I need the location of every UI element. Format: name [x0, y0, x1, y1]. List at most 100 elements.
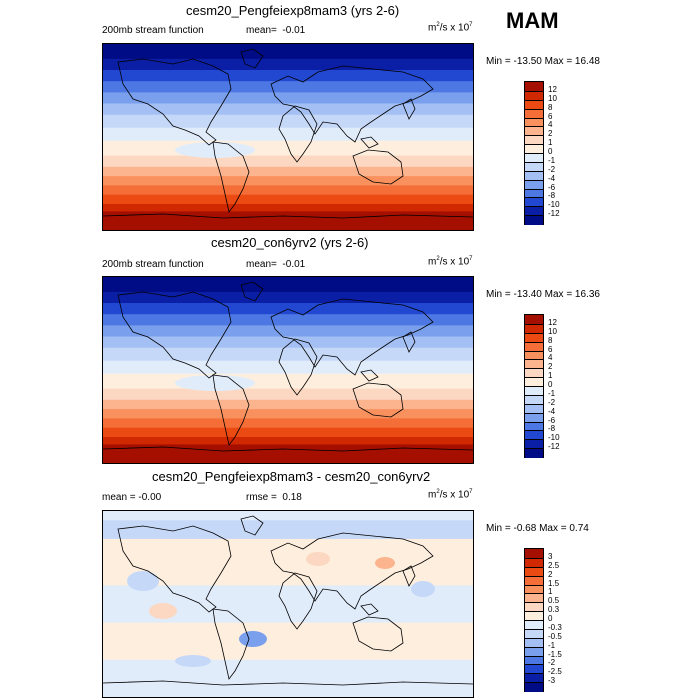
colorbar-tick-label: -3 [548, 676, 556, 686]
colorbar-tick-label: -1 [548, 640, 556, 650]
anomaly-blob [149, 603, 177, 619]
colorbar-tick-label: 4 [548, 353, 553, 363]
panel3-mean: mean = -0.00 [102, 492, 162, 503]
coastline [212, 141, 250, 213]
contour-band [103, 166, 473, 177]
anomaly-blob [175, 142, 255, 158]
panel2-minmax: Min = -13.40 Max = 16.36 [486, 289, 600, 300]
colorbar-swatch [525, 386, 543, 396]
colorbar-tick-label: -1.5 [548, 649, 562, 659]
panel1-colorbar [524, 81, 544, 225]
colorbar-tick-label: -8 [548, 424, 556, 434]
coastline [278, 105, 318, 163]
colorbar-swatch [525, 350, 543, 360]
panel2-colorbar [524, 314, 544, 458]
contour-band [103, 659, 473, 697]
colorbar-tick-label: 6 [548, 344, 553, 354]
coastline [117, 58, 232, 146]
colorbar-swatch [525, 179, 543, 189]
colorbar-tick-label: -12 [548, 209, 560, 219]
colorbar-swatch [525, 359, 543, 369]
coastline [352, 149, 404, 185]
colorbar-tick-label: -2 [548, 397, 556, 407]
colorbar-tick-label: 10 [548, 93, 557, 103]
coastline [402, 331, 416, 353]
colorbar-swatch [525, 126, 543, 136]
season-label: MAM [506, 8, 559, 33]
anomaly-blob [127, 571, 159, 591]
contour-band [103, 373, 473, 390]
colorbar-tick-label: -8 [548, 191, 556, 201]
contour-band [103, 427, 473, 438]
colorbar-swatch [525, 575, 543, 585]
contour-band [103, 399, 473, 410]
colorbar-swatch [525, 90, 543, 101]
panel1-mean: mean= -0.01 [246, 25, 306, 36]
panel2-map [102, 276, 474, 464]
colorbar-swatch [525, 206, 543, 216]
colorbar-tick-label: -10 [548, 433, 560, 443]
colorbar-tick-label: 0.5 [548, 596, 560, 606]
colorbar-tick-label: 8 [548, 335, 553, 345]
colorbar-swatch [525, 664, 543, 674]
contour-band [103, 204, 473, 212]
contour-band [103, 336, 473, 349]
contour-band [103, 155, 473, 168]
coastline [402, 98, 416, 120]
colorbar-swatch [525, 403, 543, 414]
coastline [240, 48, 264, 69]
coastline [212, 608, 250, 680]
anomaly-blob [239, 631, 267, 647]
coastline [103, 680, 473, 686]
colorbar-tick-label: -2.5 [548, 667, 562, 677]
colorbar-tick-label: 0 [548, 380, 553, 389]
colorbar-swatch [525, 135, 543, 145]
colorbar-tick-label: -2 [548, 164, 556, 174]
colorbar-swatch [525, 197, 543, 207]
colorbar-swatch [525, 323, 543, 334]
contour-band [103, 81, 473, 93]
colorbar-tick-label: -10 [548, 200, 560, 210]
contour-band [103, 277, 473, 293]
panel3-minmax: Min = -0.68 Max = 0.74 [486, 523, 589, 534]
coastline [360, 603, 379, 616]
contour-band [103, 103, 473, 116]
panel2-units: m2/s x 107 [428, 256, 473, 268]
coastline [103, 446, 473, 452]
map-field [103, 44, 473, 230]
panel2-mean: mean= -0.01 [246, 259, 306, 270]
contour-band [103, 92, 473, 105]
colorbar-tick-label: 0 [548, 614, 553, 623]
colorbar-swatch [525, 448, 543, 458]
map-field [103, 511, 473, 697]
colorbar-tick-label: 2.5 [548, 560, 560, 570]
contour-band [103, 314, 473, 326]
contour-band [103, 194, 473, 205]
panel3-rmse: rmse = 0.18 [246, 492, 302, 503]
coastline [278, 338, 318, 396]
colorbar-tick-label: 4 [548, 120, 553, 130]
coastline [270, 298, 434, 376]
anomaly-blob [375, 557, 395, 569]
colorbar-swatch [525, 341, 543, 351]
colorbar-swatch [525, 153, 543, 163]
panel1-title: cesm20_Pengfeiexp8mam3 (yrs 2-6) [186, 3, 400, 18]
colorbar-swatch [525, 412, 543, 422]
colorbar-swatch [525, 117, 543, 127]
anomaly-blob [411, 581, 435, 597]
map-field [103, 277, 473, 463]
colorbar-swatch [525, 611, 543, 621]
colorbar-swatch [525, 430, 543, 440]
contour-band [103, 622, 473, 661]
anomaly-blob [175, 655, 211, 667]
contour-band [103, 347, 473, 362]
colorbar-swatch [525, 315, 543, 325]
contour-band [103, 291, 473, 304]
panel1-units: m2/s x 107 [428, 22, 473, 34]
colorbar-swatch [525, 593, 543, 603]
panel3-map [102, 510, 474, 698]
colorbar-swatch [525, 188, 543, 198]
contour-band [103, 325, 473, 338]
coastline [240, 281, 264, 302]
contour-band [103, 140, 473, 157]
